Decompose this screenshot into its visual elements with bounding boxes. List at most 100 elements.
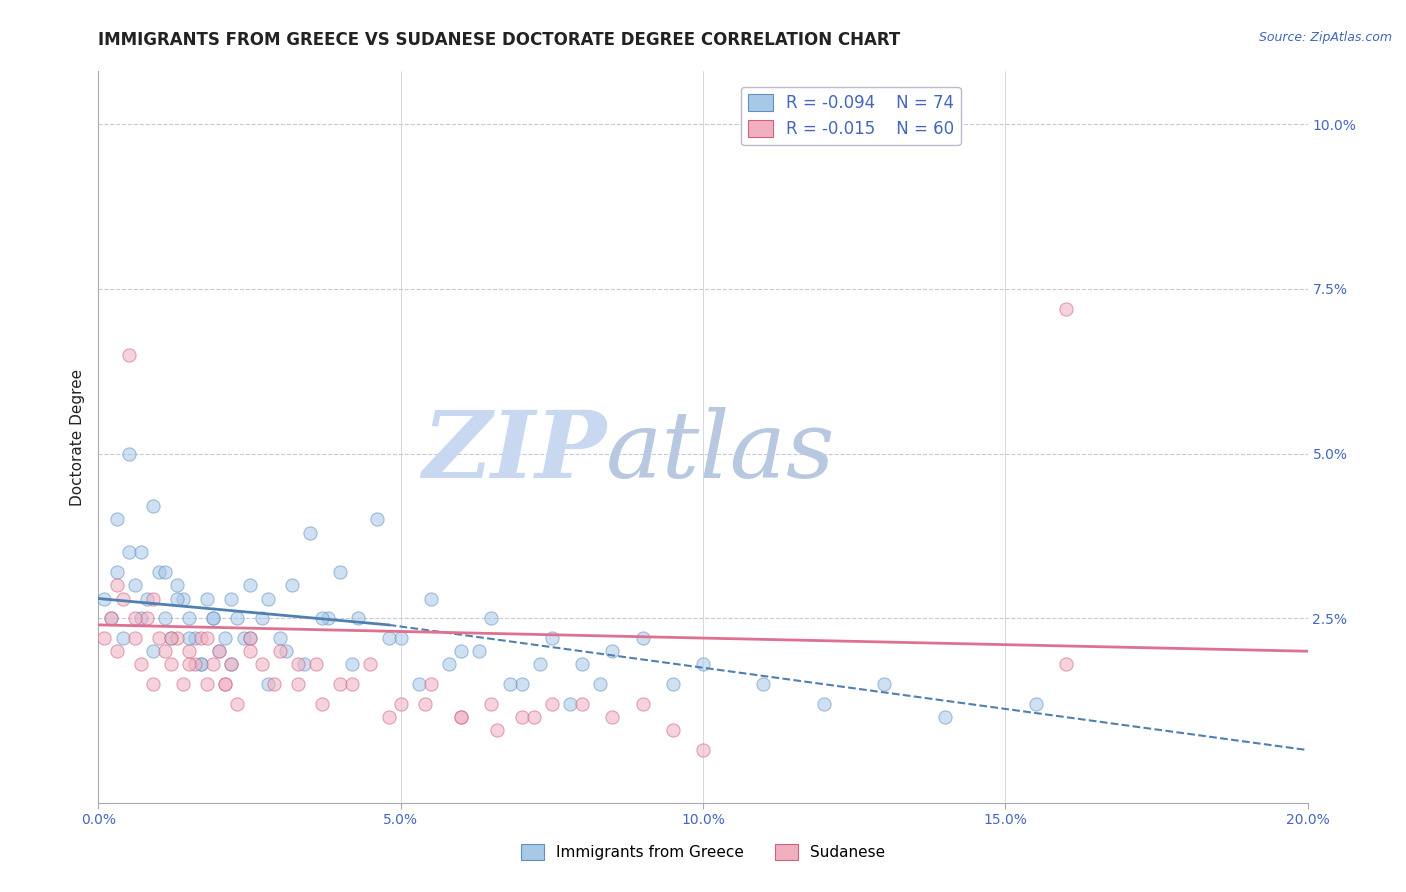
Point: [239, 578, 262, 592]
Point: [481, 697, 503, 711]
Point: [135, 591, 157, 606]
Point: [631, 631, 654, 645]
Point: [558, 697, 581, 711]
Point: [195, 631, 218, 645]
Point: [498, 677, 520, 691]
Point: [250, 657, 273, 672]
Point: [281, 578, 304, 592]
Point: [124, 611, 146, 625]
Point: [752, 677, 775, 691]
Point: [148, 565, 170, 579]
Point: [105, 644, 128, 658]
Point: [142, 500, 165, 514]
Point: [179, 657, 201, 672]
Point: [250, 611, 273, 625]
Point: [202, 611, 225, 625]
Point: [269, 644, 291, 658]
Point: [135, 611, 157, 625]
Point: [263, 677, 285, 691]
Point: [540, 697, 562, 711]
Point: [347, 611, 370, 625]
Point: [239, 631, 262, 645]
Point: [214, 677, 236, 691]
Point: [360, 657, 382, 672]
Point: [311, 611, 333, 625]
Point: [172, 677, 194, 691]
Point: [100, 611, 122, 625]
Point: [129, 657, 152, 672]
Point: [256, 677, 278, 691]
Point: [486, 723, 509, 738]
Point: [420, 591, 443, 606]
Point: [195, 677, 218, 691]
Point: [377, 631, 399, 645]
Point: [523, 710, 546, 724]
Point: [274, 644, 297, 658]
Point: [153, 611, 176, 625]
Point: [208, 644, 231, 658]
Point: [93, 631, 115, 645]
Point: [329, 565, 352, 579]
Legend: Immigrants from Greece, Sudanese: Immigrants from Greece, Sudanese: [515, 838, 891, 866]
Point: [602, 644, 624, 658]
Text: Source: ZipAtlas.com: Source: ZipAtlas.com: [1258, 31, 1392, 45]
Point: [450, 710, 472, 724]
Text: ZIP: ZIP: [422, 407, 606, 497]
Point: [287, 677, 309, 691]
Point: [389, 697, 412, 711]
Point: [342, 657, 364, 672]
Point: [692, 743, 714, 757]
Point: [184, 657, 207, 672]
Point: [172, 591, 194, 606]
Point: [226, 697, 249, 711]
Point: [190, 631, 212, 645]
Point: [661, 677, 683, 691]
Point: [602, 710, 624, 724]
Point: [221, 591, 243, 606]
Text: atlas: atlas: [606, 407, 835, 497]
Point: [202, 611, 225, 625]
Point: [481, 611, 503, 625]
Point: [105, 565, 128, 579]
Point: [239, 631, 262, 645]
Point: [413, 697, 436, 711]
Point: [589, 677, 612, 691]
Point: [214, 631, 236, 645]
Point: [221, 657, 243, 672]
Point: [129, 611, 152, 625]
Point: [510, 677, 533, 691]
Point: [873, 677, 896, 691]
Point: [190, 657, 212, 672]
Point: [450, 644, 472, 658]
Point: [190, 657, 212, 672]
Legend: R = -0.094    N = 74, R = -0.015    N = 60: R = -0.094 N = 74, R = -0.015 N = 60: [741, 87, 960, 145]
Point: [311, 697, 333, 711]
Point: [232, 631, 254, 645]
Point: [208, 644, 231, 658]
Point: [316, 611, 339, 625]
Point: [226, 611, 249, 625]
Point: [934, 710, 956, 724]
Point: [256, 591, 278, 606]
Point: [292, 657, 315, 672]
Point: [179, 611, 201, 625]
Point: [1054, 301, 1077, 316]
Point: [129, 545, 152, 559]
Point: [142, 644, 165, 658]
Point: [631, 697, 654, 711]
Point: [93, 591, 115, 606]
Point: [305, 657, 328, 672]
Point: [105, 578, 128, 592]
Point: [148, 631, 170, 645]
Point: [153, 565, 176, 579]
Point: [153, 644, 176, 658]
Point: [1024, 697, 1046, 711]
Point: [160, 657, 183, 672]
Point: [329, 677, 352, 691]
Point: [195, 591, 218, 606]
Point: [661, 723, 683, 738]
Point: [124, 578, 146, 592]
Point: [540, 631, 562, 645]
Point: [166, 591, 188, 606]
Point: [142, 591, 165, 606]
